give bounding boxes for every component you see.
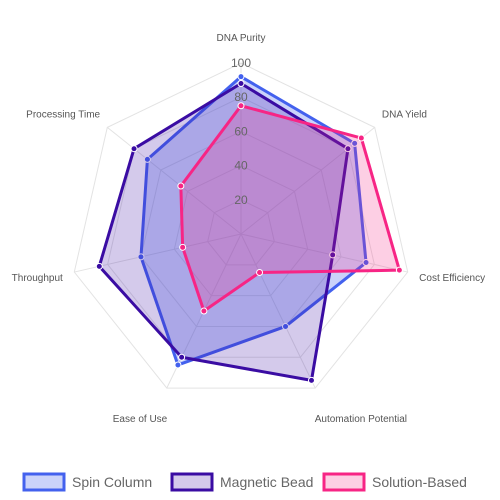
axis-label: Processing Time xyxy=(26,110,100,121)
axis-label: Cost Efficiency xyxy=(419,273,485,284)
data-point[interactable] xyxy=(395,266,403,274)
data-point[interactable] xyxy=(237,80,245,88)
grid-spoke xyxy=(240,233,316,389)
grid-spoke xyxy=(106,126,242,235)
data-point[interactable] xyxy=(137,253,145,261)
data-point[interactable] xyxy=(237,73,245,81)
legend-label: Magnetic Bead xyxy=(220,474,313,490)
axis-label: Throughput xyxy=(12,273,63,284)
axis-label: DNA Purity xyxy=(217,33,266,44)
axis-label: Automation Potential xyxy=(315,414,407,425)
legend-swatch xyxy=(322,472,366,492)
tick-label: 40 xyxy=(234,159,248,173)
grid-ring xyxy=(207,199,275,266)
grid-ring xyxy=(140,130,342,327)
data-point[interactable] xyxy=(362,259,370,267)
legend-swatch xyxy=(170,472,214,492)
series-area xyxy=(97,82,350,382)
data-point[interactable] xyxy=(329,251,337,259)
tick-label: 100 xyxy=(231,56,251,70)
grid-ring xyxy=(173,165,309,297)
axis-label: Ease of Use xyxy=(113,414,168,425)
data-point[interactable] xyxy=(282,322,290,330)
data-point[interactable] xyxy=(344,145,352,153)
axis-label-layer: DNA Purity DNA Yield Cost Efficiency Automa… xyxy=(12,33,485,425)
legend: Spin Column Magnetic Bead Solution-Based xyxy=(22,472,467,492)
tick-layer: 20 40 60 80 100 xyxy=(231,56,251,207)
legend-label: Solution-Based xyxy=(372,474,467,490)
series-layer xyxy=(95,73,403,384)
grid-spoke xyxy=(240,233,408,273)
series-magnetic-bead xyxy=(95,80,352,384)
data-point[interactable] xyxy=(179,243,187,251)
series-solution-based xyxy=(177,102,403,315)
data-point[interactable] xyxy=(174,361,182,369)
data-point[interactable] xyxy=(178,353,186,361)
data-point[interactable] xyxy=(256,269,264,277)
data-point[interactable] xyxy=(177,182,185,190)
tick-label: 60 xyxy=(234,124,248,138)
data-point[interactable] xyxy=(200,307,208,315)
legend-item[interactable]: Spin Column xyxy=(22,472,152,492)
tick-label: 80 xyxy=(234,90,248,104)
data-point[interactable] xyxy=(237,102,245,110)
data-point[interactable] xyxy=(143,155,151,163)
legend-label: Spin Column xyxy=(72,474,152,490)
data-point[interactable] xyxy=(130,145,138,153)
data-point[interactable] xyxy=(357,134,365,142)
grid-ring xyxy=(73,62,409,389)
series-area xyxy=(179,104,401,313)
legend-item[interactable]: Magnetic Bead xyxy=(170,472,313,492)
data-point[interactable] xyxy=(351,139,359,147)
tick-label: 20 xyxy=(234,193,248,207)
axis-label: DNA Yield xyxy=(382,110,427,121)
data-point[interactable] xyxy=(95,262,103,270)
legend-swatch xyxy=(22,472,66,492)
data-point[interactable] xyxy=(307,376,315,384)
legend-item[interactable]: Solution-Based xyxy=(322,472,467,492)
